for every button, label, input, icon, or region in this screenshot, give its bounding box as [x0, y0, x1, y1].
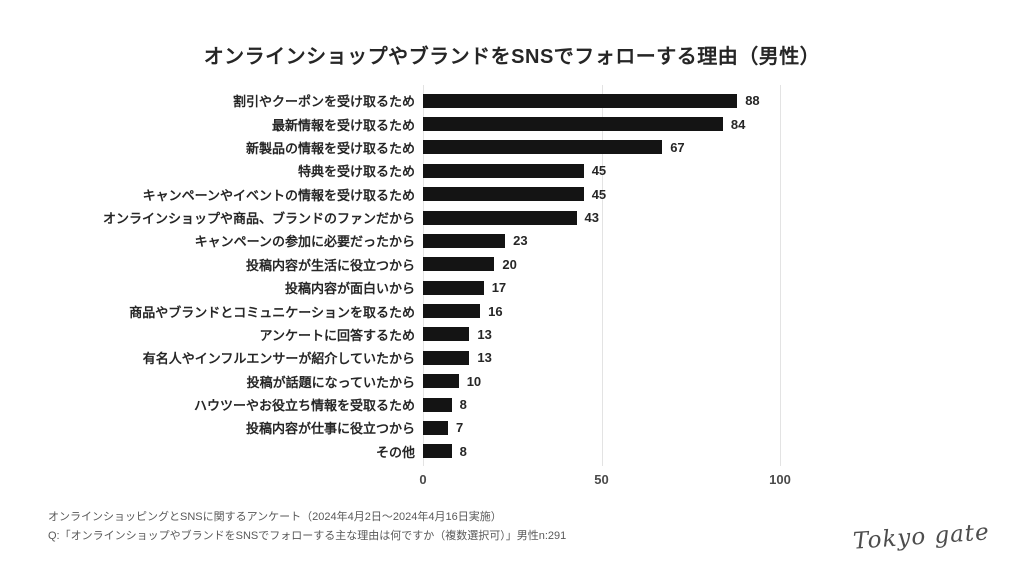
chart-row: 特典を受け取るため 45	[48, 159, 988, 182]
gridline	[601, 85, 603, 466]
value-label: 13	[477, 326, 492, 342]
value-label: 45	[591, 186, 607, 202]
category-label: 有名人やインフルエンサーが紹介していたから	[142, 351, 415, 367]
value-label: 23	[513, 233, 528, 249]
chart-row: 投稿内容が仕事に役立つから 7	[48, 416, 988, 439]
bar	[423, 397, 452, 412]
category-label: キャンペーンの参加に必要だったから	[194, 234, 415, 250]
chart-plot-area: 割引やクーポンを受け取るため 88 最新情報を受け取るため 84 新製品の情報を受け取る…	[48, 85, 988, 466]
question-note: Q:「オンラインショップやブランドをSNSでフォローする主な理由は何ですか（複数…	[48, 530, 567, 542]
category-label: 割引やクーポンを受け取るため	[232, 94, 415, 110]
bar-track: 43	[423, 210, 988, 226]
category-label: 投稿内容が面白いから	[284, 281, 415, 297]
bar	[423, 187, 584, 202]
category-label: キャンペーンやイベントの情報を受け取るため	[142, 187, 415, 203]
bar-track: 8	[423, 443, 988, 459]
category-label: 商品やブランドとコミュニケーションを取るため	[129, 304, 415, 320]
bar	[423, 117, 723, 132]
value-label: 13	[477, 350, 492, 366]
value-label: 67	[670, 139, 685, 155]
chart-row: アンケートに回答するため 13	[48, 323, 988, 346]
chart-row: オンラインショップや商品、ブランドのファンだから 43	[48, 206, 988, 229]
bar	[423, 257, 495, 272]
bar	[423, 93, 738, 108]
bar-chart: 割引やクーポンを受け取るため 88 最新情報を受け取るため 84 新製品の情報を受け取る…	[48, 85, 988, 494]
category-label: 新製品の情報を受け取るため	[245, 140, 415, 156]
category-label: 特典を受け取るため	[297, 164, 415, 180]
bar-track: 8	[423, 397, 988, 413]
value-label: 16	[488, 303, 503, 319]
chart-row: 新製品の情報を受け取るため 67	[48, 136, 988, 159]
gridlines	[423, 85, 781, 466]
chart-title: オンラインショップやブランドをSNSでフォローする理由（男性）	[203, 46, 821, 68]
chart-row: キャンペーンやイベントの情報を受け取るため 45	[48, 183, 988, 206]
bar	[423, 210, 577, 225]
bar	[423, 304, 481, 319]
category-label: 投稿内容が生活に役立つから	[245, 257, 415, 273]
bar	[423, 163, 584, 178]
bar-track: 84	[423, 116, 988, 132]
bar	[423, 374, 459, 389]
chart-row: 投稿内容が面白いから 17	[48, 276, 988, 299]
value-label: 8	[459, 397, 467, 413]
bar-track: 10	[423, 373, 988, 389]
category-label: アンケートに回答するため	[259, 327, 415, 343]
bar-track: 13	[423, 350, 988, 366]
chart-row: 投稿内容が生活に役立つから 20	[48, 253, 988, 276]
x-axis: 0 50 100	[48, 468, 988, 494]
x-axis-tick-label: 0	[419, 472, 427, 487]
bar-track: 16	[423, 303, 988, 319]
value-label: 88	[745, 93, 760, 109]
bar-track: 88	[423, 93, 988, 109]
tokyo-gate-logo: Tokyo gate	[852, 519, 991, 555]
chart-row: 割引やクーポンを受け取るため 88	[48, 89, 988, 112]
bar-track: 20	[423, 256, 988, 272]
bar-track: 13	[423, 326, 988, 342]
chart-row: 有名人やインフルエンサーが紹介していたから 13	[48, 346, 988, 369]
chart-row: 投稿が話題になっていたから 10	[48, 370, 988, 393]
value-label: 43	[584, 210, 599, 226]
bar	[423, 140, 663, 155]
gridline	[423, 85, 424, 466]
bar-track: 7	[423, 420, 988, 436]
bar	[423, 280, 484, 295]
chart-row: キャンペーンの参加に必要だったから 23	[48, 229, 988, 252]
value-label: 17	[491, 280, 507, 296]
bar-track: 67	[423, 139, 988, 155]
category-label: 投稿内容が仕事に役立つから	[245, 421, 415, 437]
gridline	[780, 85, 781, 466]
bar-track: 23	[423, 233, 988, 249]
bar-track: 45	[423, 163, 988, 179]
source-note: オンラインショッピングとSNSに関するアンケート（2024年4月2日〜2024年…	[48, 508, 566, 546]
category-label: オンラインショップや商品、ブランドのファンだから	[102, 211, 415, 227]
category-label: 最新情報を受け取るため	[271, 117, 415, 133]
chart-row: その他 8	[48, 440, 988, 463]
chart-row: 商品やブランドとコミュニケーションを取るため 16	[48, 299, 988, 322]
category-label: ハウツーやお役立ち情報を受取るため	[193, 398, 415, 414]
survey-note: オンラインショッピングとSNSに関するアンケート（2024年4月2日〜2024年…	[48, 511, 502, 523]
category-label: 投稿が話題になっていたから	[246, 374, 415, 390]
value-label: 8	[459, 443, 467, 459]
bar	[423, 444, 452, 459]
value-label: 7	[456, 420, 464, 436]
value-label: 10	[466, 373, 482, 389]
bar	[423, 420, 448, 435]
x-axis-tick-label: 100	[769, 472, 791, 487]
value-label: 20	[502, 256, 517, 272]
bar-track: 45	[423, 186, 988, 202]
bar	[423, 350, 470, 365]
bar	[423, 327, 470, 342]
value-label: 45	[591, 163, 607, 179]
bar-track: 17	[423, 280, 988, 296]
category-label: その他	[375, 444, 415, 460]
x-axis-tick-label: 50	[594, 472, 609, 487]
value-label: 84	[730, 116, 746, 132]
chart-row: 最新情報を受け取るため 84	[48, 112, 988, 135]
chart-row: ハウツーやお役立ち情報を受取るため 8	[48, 393, 988, 416]
bar	[423, 233, 506, 248]
